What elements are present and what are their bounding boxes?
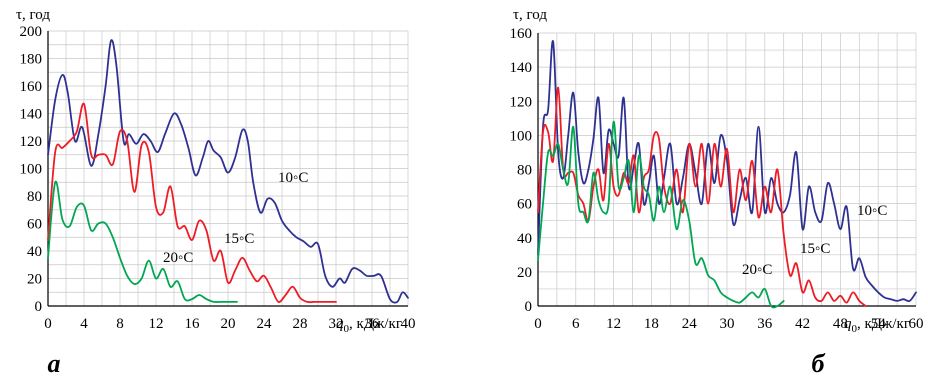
chart-panel-1: 0 6 12 18 24 30 36 42 48 54 60 0 20 40 60 80 100 120 140 16…: [510, 7, 924, 378]
y-tick-label: 160: [20, 79, 43, 95]
y-axis-label: τ, год: [513, 7, 547, 23]
y-tick-label: 40: [27, 244, 42, 260]
x-tick-label: 4: [80, 316, 88, 332]
x-tick-label: 30: [720, 316, 735, 332]
y-tick-label: 200: [20, 24, 43, 40]
grid: [537, 32, 917, 307]
x-tick-label: 36: [365, 316, 381, 332]
x-tick-label: 24: [682, 316, 698, 332]
y-tick-label: 120: [20, 134, 43, 150]
y-tick-label: 80: [27, 189, 42, 205]
y-tick-label: 180: [20, 52, 43, 68]
y-tick-label: 0: [35, 299, 43, 315]
y-tick-label: 140: [510, 60, 533, 76]
x-tick-label: 28: [293, 316, 308, 332]
series-annotation: 20◦С: [742, 262, 772, 278]
panel-label: б: [812, 349, 826, 378]
x-tick-label: 60: [909, 316, 924, 332]
x-tick-label: 8: [116, 316, 124, 332]
y-tick-label: 20: [517, 265, 532, 281]
x-tick-label: 36: [757, 316, 773, 332]
y-tick-label: 160: [510, 26, 533, 42]
x-tick-label: 16: [185, 316, 201, 332]
y-tick-label: 60: [517, 197, 532, 213]
x-tick-label: 32: [329, 316, 344, 332]
grid: [47, 30, 409, 307]
x-tick-label: 48: [833, 316, 848, 332]
x-tick-label: 20: [221, 316, 236, 332]
series-line-20C: [47, 180, 238, 303]
x-tick-label: 0: [44, 316, 52, 332]
y-tick-label: 80: [517, 163, 532, 179]
x-tick-label: 24: [257, 316, 273, 332]
x-tick-label: 12: [149, 316, 164, 332]
x-axis-label: q0, кДж/кг: [844, 316, 910, 335]
y-tick-label: 60: [27, 217, 42, 233]
chart-panel-0: 0 4 8 12 16 20 24 28 32 36 40 0 20 40 60 80 100 120 140 160…: [16, 7, 416, 378]
x-tick-label: 18: [644, 316, 659, 332]
y-axis-label: τ, год: [16, 7, 50, 23]
y-tick-label: 120: [510, 94, 533, 110]
series-annotation: 15◦С: [800, 241, 830, 257]
series-line-10C: [537, 40, 917, 303]
y-tick-label: 100: [20, 162, 43, 178]
y-tick-label: 40: [517, 231, 532, 247]
series-line-15C: [47, 102, 337, 304]
y-tick-label: 140: [20, 107, 43, 123]
y-tick-label: 20: [27, 272, 42, 288]
x-tick-label: 54: [871, 316, 887, 332]
x-tick-label: 40: [401, 316, 416, 332]
x-tick-label: 42: [795, 316, 810, 332]
series-annotation: 10◦С: [278, 170, 308, 186]
x-axis-label: q0, кДж/кг: [336, 316, 402, 335]
panel-label: а: [48, 349, 61, 378]
series-annotation: 20◦С: [163, 250, 193, 266]
y-tick-label: 0: [525, 299, 533, 315]
series-line-10C: [47, 39, 409, 304]
x-tick-label: 0: [534, 316, 542, 332]
series-line-15C: [537, 86, 867, 307]
x-tick-label: 6: [572, 316, 580, 332]
series-annotation: 10◦С: [857, 203, 887, 219]
series-annotation: 15◦С: [224, 231, 254, 247]
y-tick-label: 100: [510, 128, 533, 144]
series-line-20C: [537, 120, 785, 309]
x-tick-label: 12: [606, 316, 621, 332]
